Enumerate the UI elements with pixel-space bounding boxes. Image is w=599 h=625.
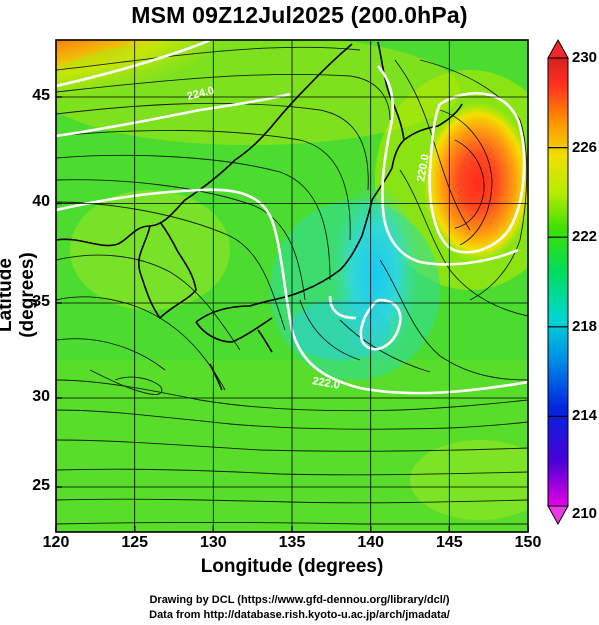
x-tick-label: 130: [199, 534, 227, 551]
colorbar-tick-label: 214: [572, 407, 598, 424]
coastlines: [56, 41, 463, 391]
wind-streamlines: [56, 46, 528, 525]
contour-222-main: [56, 188, 528, 395]
colorbar-tick-label: 210: [572, 505, 598, 522]
y-tick-label: 25: [32, 477, 50, 494]
contour-label: 220.0: [415, 153, 432, 182]
x-tick-label: 140: [357, 534, 385, 551]
colorbar-tick-label: 218: [572, 318, 598, 335]
credit-data: Data from http://database.rish.kyoto-u.a…: [149, 609, 450, 621]
y-tick-label: 35: [32, 293, 50, 310]
grid-lines: [56, 40, 528, 532]
x-axis-label: Longitude (degrees): [200, 556, 384, 577]
contour-labels: 224.0 222.0 220.0: [186, 85, 432, 392]
contour-224-northwest: [56, 40, 211, 88]
y-tick-label: 40: [32, 193, 50, 210]
contour-label: 222.0: [311, 375, 340, 392]
axis-ticks: [55, 96, 529, 532]
y-tick-label: 30: [32, 388, 50, 405]
x-tick-label: 135: [278, 534, 306, 551]
contour-226-high: [428, 91, 526, 254]
y-axis-label: Latitude (degrees): [0, 252, 38, 338]
x-tick-label: 120: [42, 534, 70, 551]
credit-drawing: Drawing by DCL (https://www.gfd-dennou.o…: [149, 594, 450, 606]
x-tick-label: 145: [435, 534, 463, 551]
contour-222-east: [377, 65, 519, 266]
y-tick-label: 45: [32, 87, 50, 104]
colorbar: [547, 38, 569, 526]
x-tick-label: 125: [121, 534, 149, 551]
contour-220-ridge: [328, 295, 357, 320]
isotherm-contours: [56, 40, 528, 395]
contour-224-north: [56, 92, 291, 138]
x-tick-label: 150: [514, 534, 542, 551]
colorbar-tick-label: 226: [572, 139, 598, 156]
colorbar-tick-label: 222: [572, 228, 598, 245]
colorbar-tick-label: 230: [572, 49, 598, 66]
chart-title: MSM 09Z12Jul2025 (200.0hPa): [131, 2, 468, 28]
